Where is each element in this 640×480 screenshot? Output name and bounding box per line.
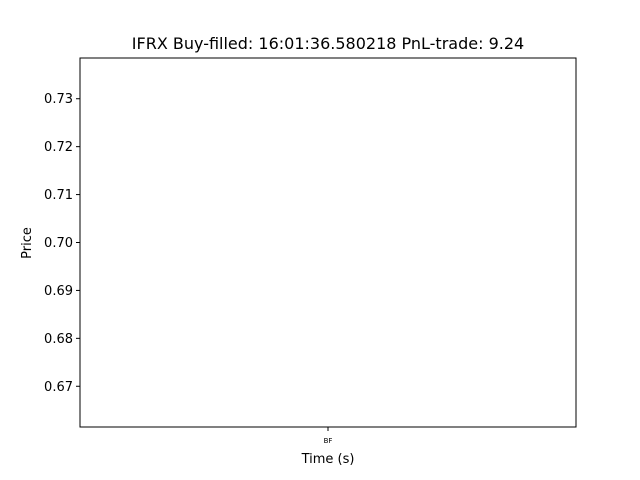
x-tick-label: BF (324, 437, 333, 445)
y-axis: 0.67 0.68 0.69 0.70 0.71 0.72 0.73 (44, 92, 80, 395)
x-axis: BF (324, 427, 333, 445)
plot-area (79, 57, 577, 428)
chart-title: IFRX Buy-filled: 16:01:36.580218 PnL-tra… (132, 34, 524, 53)
y-tick-label: 0.70 (44, 236, 73, 251)
y-tick-label: 0.71 (44, 188, 73, 203)
y-tick-label: 0.67 (44, 380, 73, 395)
y-axis-label: Price (20, 227, 35, 259)
y-tick-label: 0.73 (44, 92, 73, 107)
x-axis-label: Time (s) (301, 452, 355, 467)
y-tick-label: 0.68 (44, 332, 73, 347)
y-tick-label: 0.69 (44, 284, 73, 299)
y-tick-label: 0.72 (44, 140, 73, 155)
